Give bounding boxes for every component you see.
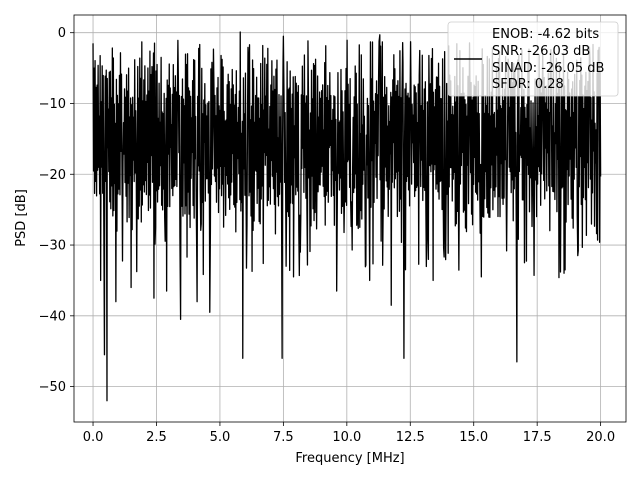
x-tick-label: 0.0 [83,430,104,445]
x-axis-label: Frequency [MHz] [295,451,404,466]
legend: ENOB: -4.62 bits SNR: -26.03 dB SINAD: -… [447,21,619,97]
legend-entry-snr: SNR: -26.03 dB [492,44,590,59]
x-tick-label: 7.5 [273,430,294,445]
y-tick-label: 0 [58,26,66,41]
y-axis-label: PSD [dB] [14,189,29,247]
y-tick-label: −50 [39,380,66,395]
y-tick-label: −40 [39,309,66,324]
x-tick-label: 15.0 [459,430,488,445]
legend-entry-sfdr: SFDR: 0.28 [492,77,564,92]
series-group [92,31,602,402]
x-tick-label: 2.5 [146,430,167,445]
axis-ticks: 0.0 2.5 5.0 7.5 10.0 12.5 15.0 17.5 20.0 0 −10 −20 −… [39,26,616,445]
legend-entry-sinad: SINAD: -26.05 dB [492,61,604,76]
x-tick-label: 5.0 [210,430,231,445]
legend-box [447,21,619,97]
legend-entry-enob: ENOB: -4.62 bits [492,27,599,42]
y-tick-label: −10 [39,97,66,112]
y-tick-label: −20 [39,168,66,183]
y-tick-label: −30 [39,239,66,254]
x-tick-label: 17.5 [523,430,552,445]
plot-frame [73,14,627,423]
x-tick-label: 10.0 [332,430,361,445]
psd-series-line [92,31,602,402]
x-tick-label: 20.0 [586,430,615,445]
x-tick-label: 12.5 [396,430,425,445]
